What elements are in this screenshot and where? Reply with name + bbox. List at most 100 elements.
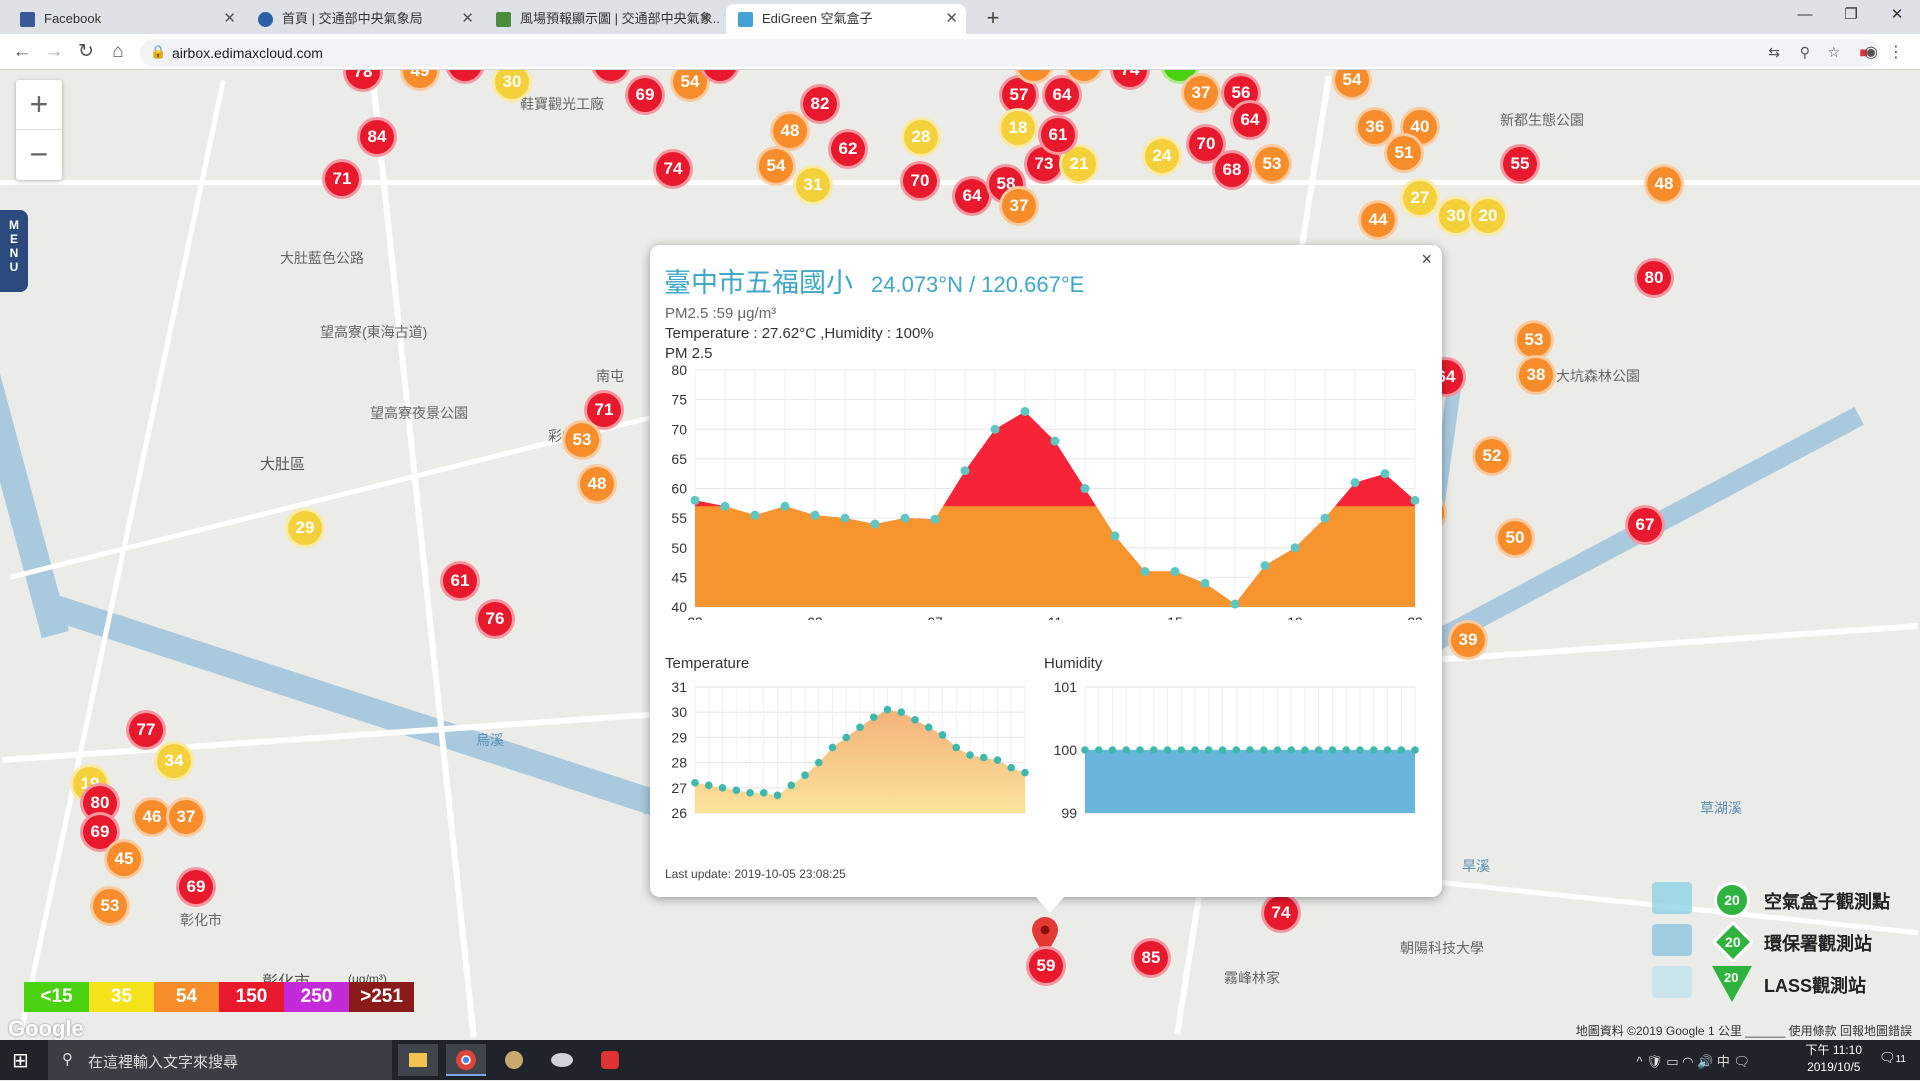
pm25-marker[interactable]: 62 [828,129,868,169]
address-bar[interactable]: 🔒 airbox.edimaxcloud.com ⇆ ⚲ ☆ ■ [140,39,1880,67]
pm25-marker[interactable]: 48 [770,111,810,151]
app-icon[interactable] [494,1044,534,1076]
pm25-marker[interactable]: 27 [1400,178,1440,218]
pm25-marker[interactable]: 38 [1516,355,1556,395]
pm25-marker[interactable]: 45 [104,839,144,879]
zoom-in-button[interactable]: + [16,80,62,130]
home-icon[interactable]: ⌂ [112,41,124,62]
legend-epa[interactable]: 20 環保署觀測站 [1652,920,1912,964]
pm25-marker[interactable]: 80 [1634,258,1674,298]
map-canvas[interactable]: 大肚藍色公路 望高寮(東海古道) 望高寮夜景公園 大肚區 彰化市 烏溪 新都生態… [0,70,1920,1040]
close-tab-icon[interactable]: ✕ [223,10,236,27]
pm25-marker[interactable]: 37 [1181,73,1221,113]
app-icon[interactable] [542,1044,582,1076]
pm25-marker[interactable]: 74 [1261,893,1301,933]
notification-icon[interactable]: 🗨11 [1879,1050,1906,1065]
tab-edigreen[interactable]: EdiGreen 空氣盒子 ✕ [726,4,966,34]
system-tray[interactable]: ^ 🛡 ▭ ◠ 🔊 中 🗨 [1636,1054,1750,1069]
maximize-icon[interactable]: ❐ [1844,6,1858,23]
back-icon[interactable]: ← [12,41,32,62]
reload-icon[interactable]: ↻ [78,41,94,62]
pm25-marker[interactable]: 61 [440,561,480,601]
pm25-marker[interactable]: 64 [1230,100,1270,140]
pm25-marker[interactable]: 30 [492,70,532,102]
pm25-marker[interactable]: 61 [1038,115,1078,155]
chrome-icon[interactable] [446,1044,486,1076]
map-attribution[interactable]: 地圖資料 ©2019 Google 1 公里 ______ 使用條款 回報地圖錯… [1575,1024,1912,1038]
file-explorer-icon[interactable] [398,1044,438,1076]
pm25-marker[interactable]: 85 [1131,938,1171,978]
pm25-marker[interactable]: 37 [999,186,1039,226]
bookmark-star-icon[interactable]: ☆ [1827,44,1840,60]
forward-icon[interactable]: → [44,41,64,62]
close-tab-icon[interactable]: ✕ [699,10,712,27]
edigreen-favicon-icon [738,12,753,27]
pm25-marker[interactable]: 37 [166,797,206,837]
pm25-marker[interactable]: 29 [285,508,325,548]
pm25-marker[interactable]: 39 [1448,620,1488,660]
pm25-marker[interactable]: 70 [900,161,940,201]
pm25-marker[interactable]: 69 [176,867,216,907]
windows-start-icon[interactable]: ⊞ [12,1050,29,1072]
pm25-marker[interactable]: 53 [90,886,130,926]
tab-facebook[interactable]: Facebook ✕ [8,4,244,34]
close-window-icon[interactable]: ✕ [1890,6,1904,23]
zoom-icon[interactable]: ⚲ [1799,44,1810,60]
pm25-marker[interactable]: 20 [1468,196,1508,236]
pm25-marker[interactable]: 74 [1110,70,1150,90]
pm25-marker[interactable]: 24 [1142,136,1182,176]
profile-icon[interactable]: ◉ [1864,44,1878,61]
pm25-marker[interactable]: 74 [653,149,693,189]
pm25-marker[interactable]: 48 [577,464,617,504]
pin-value-marker[interactable]: 59 [1026,946,1066,986]
pm25-marker[interactable]: 46 [132,797,172,837]
tab-cwb-home[interactable]: 首頁 | 交通部中央氣象局 ✕ [246,4,482,34]
menu-tab[interactable]: MENU [0,210,28,292]
more-menu-icon[interactable]: ⋮ [1888,44,1904,61]
close-tab-icon[interactable]: ✕ [945,10,958,27]
pm25-marker[interactable]: 69 [80,812,120,852]
pm25-marker[interactable]: 82 [800,84,840,124]
pm25-marker[interactable]: 70 [591,70,631,84]
pm25-marker[interactable]: 53 [1514,320,1554,360]
pm25-marker[interactable]: 48 [1644,164,1684,204]
pm25-marker[interactable]: 84 [357,117,397,157]
pm25-marker[interactable]: 69 [625,75,665,115]
pm25-marker[interactable]: 76 [475,599,515,639]
pm25-marker[interactable]: 54 [1332,70,1372,100]
pm25-marker[interactable]: 18 [998,108,1038,148]
pm25-marker[interactable]: 68 [1212,150,1252,190]
pm25-marker[interactable]: 28 [901,117,941,157]
pm25-marker[interactable]: 67 [1625,505,1665,545]
minimize-icon[interactable]: — [1797,6,1813,23]
taskbar-search[interactable]: ⚲ 在這裡輸入文字來搜尋 [48,1040,392,1080]
app-icon[interactable] [590,1044,630,1076]
pm25-marker[interactable]: 52 [1472,436,1512,476]
close-popup-button[interactable]: × [1421,249,1432,269]
close-tab-icon[interactable]: ✕ [461,10,474,27]
pm25-marker[interactable]: 44 [1358,200,1398,240]
pm25-marker[interactable]: 54 [756,146,796,186]
tab-wind-forecast[interactable]: 風場預報顯示圖 | 交通部中央氣象... ✕ [484,4,720,34]
pm25-marker[interactable]: 53 [1252,144,1292,184]
pm25-marker[interactable]: 77 [126,710,166,750]
pm25-marker[interactable]: 71 [322,159,362,199]
legend-airbox[interactable]: 20 空氣盒子觀測點 [1652,878,1912,920]
new-tab-button[interactable]: + [986,5,1000,30]
extension-icon[interactable]: ■ [1859,44,1868,60]
clock[interactable]: 下午 11:10 2019/10/5 [1806,1042,1862,1076]
pm25-marker[interactable]: 70 [1186,124,1226,164]
pm25-marker[interactable]: 53 [562,420,602,460]
map-pin-icon[interactable] [1030,916,1060,956]
pm25-marker[interactable]: 55 [1500,144,1540,184]
pm25-marker[interactable]: 31 [793,165,833,205]
pm25-marker[interactable]: 51 [1384,133,1424,173]
pm25-marker[interactable]: 97 [445,70,485,84]
legend-lass[interactable]: 20 LASS觀測站 [1652,962,1912,1004]
translate-icon[interactable]: ⇆ [1768,44,1780,60]
pm25-marker[interactable]: 71 [584,390,624,430]
zoom-out-button[interactable]: − [29,136,49,172]
pm25-marker[interactable]: 50 [1495,518,1535,558]
pm25-marker[interactable]: 49 [400,70,440,91]
pm25-marker[interactable]: 34 [154,741,194,781]
